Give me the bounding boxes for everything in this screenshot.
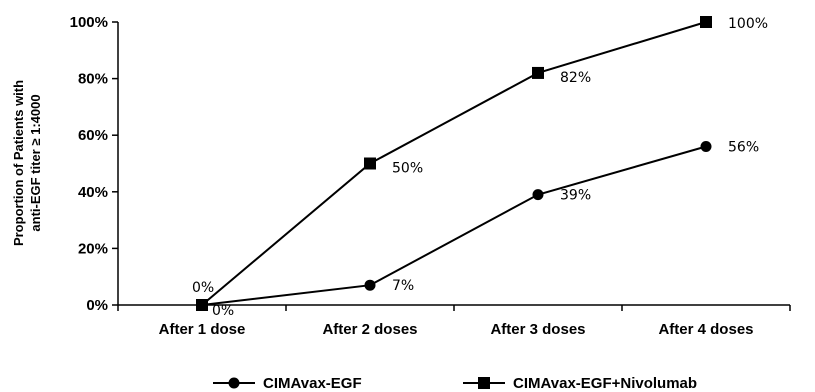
legend-square-marker	[478, 377, 490, 389]
y-tick-label: 40%	[78, 184, 108, 201]
circle-point	[364, 279, 376, 291]
circle-point	[532, 189, 544, 201]
y-tick-label: 20%	[78, 240, 108, 257]
y-tick-label: 0%	[86, 297, 108, 314]
x-tick-label: After 2 doses	[322, 321, 417, 338]
series-lines	[201, 21, 707, 306]
x-axis-ticks: After 1 dose After 2 doses After 3 doses Af…	[117, 305, 791, 338]
data-label: 39%	[560, 188, 591, 204]
legend-label: CIMAvax-EGF+Nivolumab	[513, 375, 697, 392]
y-axis-label-line-1: Proportion of Patients with	[11, 80, 26, 246]
legend: CIMAvax-EGF CIMAvax-EGF+Nivolumab	[213, 375, 697, 392]
y-axis-label: Proportion of Patients with anti-EGF tit…	[11, 80, 43, 246]
legend-label: CIMAvax-EGF	[263, 375, 362, 392]
y-tick-label: 100%	[70, 14, 108, 31]
data-label: 0%	[192, 280, 214, 296]
legend-circle-marker	[228, 377, 240, 389]
data-label: 100%	[728, 16, 768, 32]
y-axis-ticks: 0% 20% 40% 60% 80% 100%	[70, 14, 118, 314]
series-line-cimavax-egf	[201, 145, 707, 306]
data-label: 50%	[392, 161, 423, 177]
data-label: 0%	[212, 303, 234, 319]
y-tick-label: 60%	[78, 127, 108, 144]
series-line-cimavax-egf-nivolumab	[201, 21, 707, 306]
y-tick-label: 80%	[78, 71, 108, 88]
x-tick-label: After 3 doses	[490, 321, 585, 338]
data-label: 82%	[560, 70, 591, 86]
circle-point	[700, 141, 712, 153]
square-point	[532, 66, 544, 79]
square-point	[700, 16, 712, 28]
data-label: 56%	[728, 140, 759, 156]
y-axis-label-line-2: anti-EGF titer ≥ 1:4000	[28, 94, 43, 231]
x-tick-label: After 1 dose	[159, 321, 246, 338]
axes	[117, 22, 790, 306]
square-point	[196, 299, 208, 311]
x-tick-label: After 4 doses	[658, 321, 753, 338]
data-labels: 0% 7% 39% 56% 0% 50% 82% 100%	[192, 16, 768, 319]
square-point	[364, 157, 376, 170]
series-markers	[196, 16, 712, 311]
data-label: 7%	[392, 278, 414, 294]
